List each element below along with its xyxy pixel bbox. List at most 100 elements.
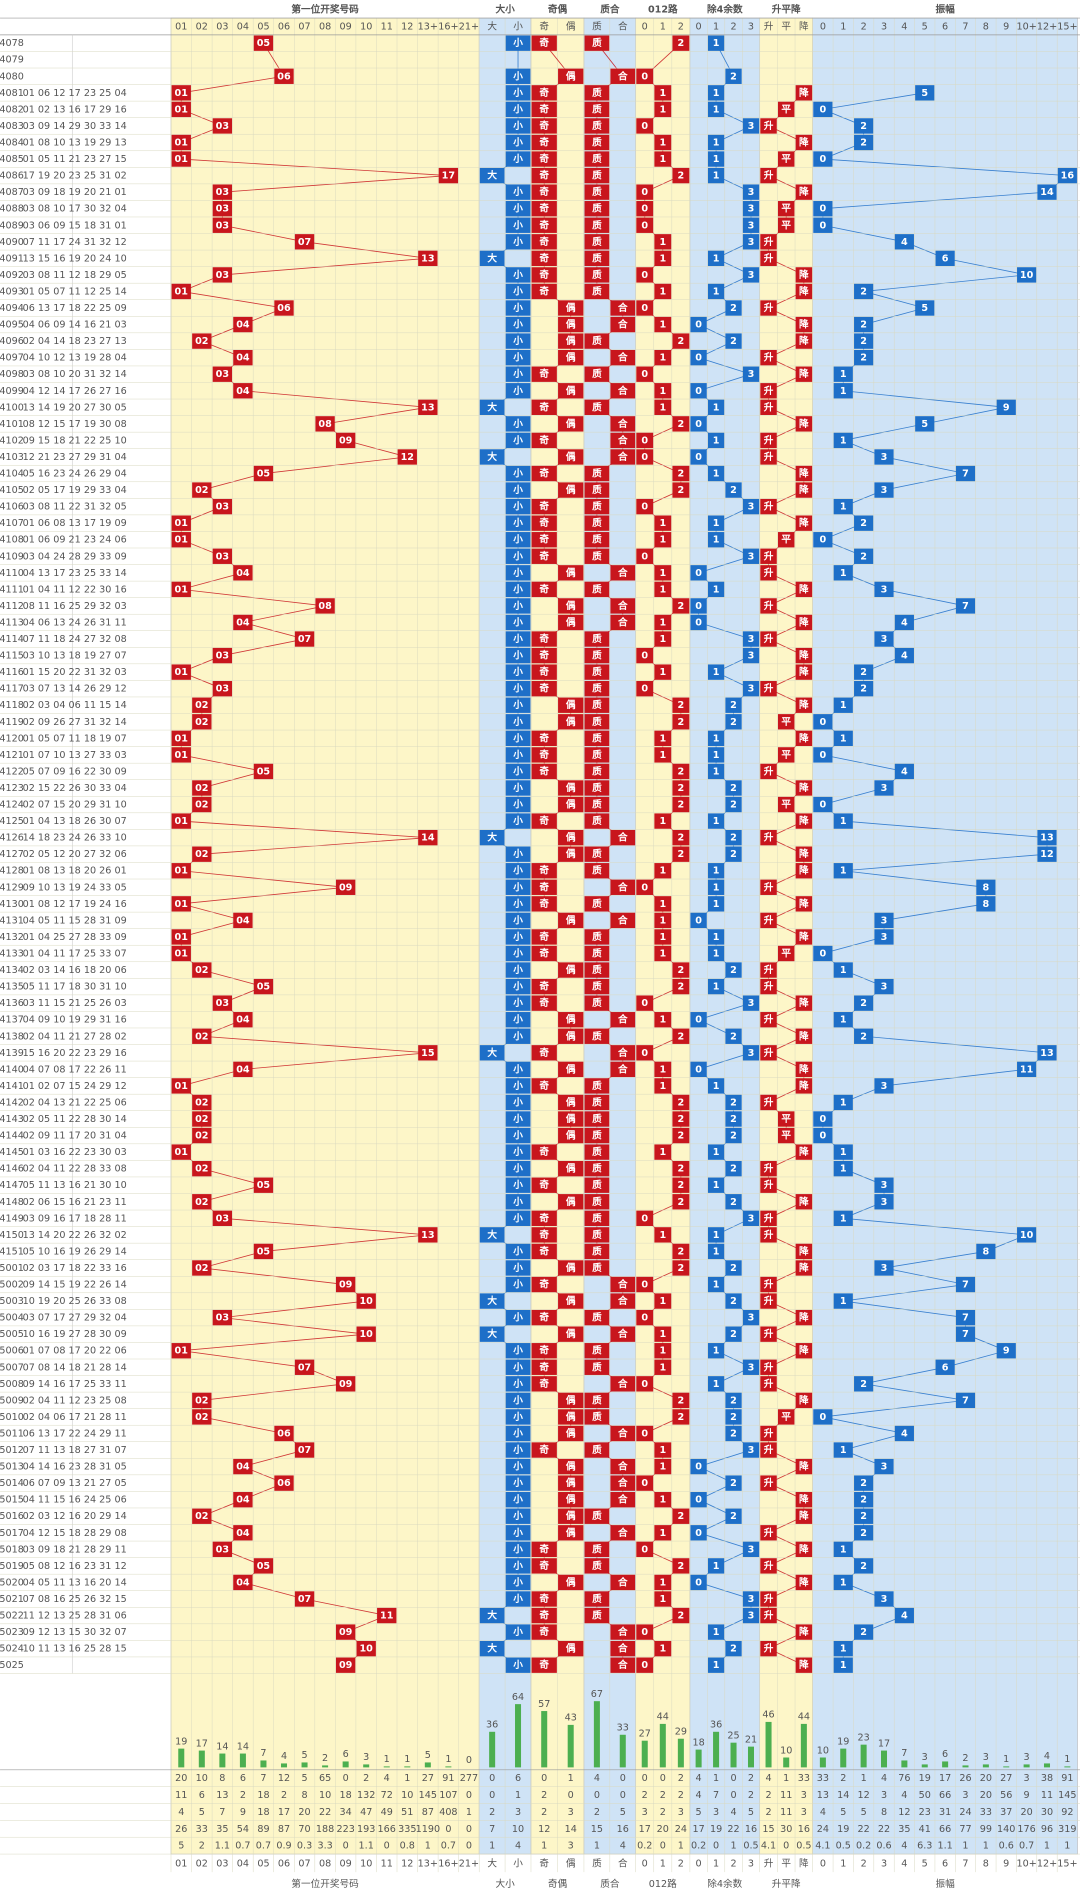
highlight-value: 3	[881, 783, 888, 794]
highlight	[760, 1425, 777, 1442]
highlight	[654, 383, 672, 399]
highlight-value: 1	[659, 1445, 666, 1456]
highlight	[874, 1078, 894, 1094]
highlight	[584, 366, 610, 382]
stat-value: 7	[219, 1807, 225, 1818]
highlight	[505, 134, 531, 151]
highlight-value: 0	[641, 551, 648, 562]
stat-value: 22	[858, 1824, 870, 1835]
highlight-value: 0	[641, 998, 648, 1009]
stat-value: 1	[489, 1841, 495, 1852]
stat-value: 13	[216, 1790, 228, 1801]
highlight	[760, 1376, 777, 1392]
highlight-value: 03	[216, 551, 229, 562]
highlight-value: 2	[730, 1428, 737, 1439]
highlight-value: 2	[860, 137, 867, 148]
highlight-value: 0	[641, 1660, 648, 1671]
highlight	[760, 565, 777, 581]
stat-value: 140	[997, 1824, 1015, 1835]
count-bar	[783, 1757, 790, 1768]
highlight	[505, 978, 531, 995]
column-label: 0	[696, 1859, 702, 1870]
highlight	[505, 614, 531, 631]
stat-value: 26	[175, 1824, 187, 1835]
stat-value: 17	[939, 1773, 951, 1784]
highlight	[315, 416, 335, 432]
highlight	[558, 565, 584, 581]
highlight	[192, 697, 212, 713]
highlight-value: 奇	[539, 732, 549, 744]
count-bar	[641, 1740, 648, 1768]
highlight	[777, 714, 795, 730]
count-bar	[178, 1748, 185, 1768]
draw-numbers: 01 07 08 17 20 22 06	[23, 1346, 127, 1357]
column-label: 1	[840, 1859, 846, 1870]
draw-numbers: 02 04 11 12 23 25 08	[23, 1395, 127, 1406]
highlight-value: 大	[487, 1610, 497, 1622]
stat-value: 91	[1061, 1773, 1073, 1784]
count-bar	[713, 1731, 720, 1768]
stat-value: 0.9	[276, 1841, 291, 1852]
highlight	[813, 151, 833, 167]
draw-numbers: 07 08 16 25 26 32 15	[23, 1594, 127, 1605]
highlight	[558, 1127, 584, 1144]
highlight	[212, 217, 233, 233]
group-title: 除4余数	[707, 4, 743, 16]
highlight-value: 小	[512, 236, 523, 248]
period: 2024106	[0, 502, 24, 513]
period: 2024151	[0, 1246, 24, 1257]
group-title: 第一位开奖号码	[291, 1878, 359, 1890]
highlight	[795, 1144, 813, 1160]
stat-value: 20	[1020, 1807, 1032, 1818]
period: 2024150	[0, 1230, 24, 1241]
highlight	[171, 515, 191, 531]
period: 2024097	[0, 353, 24, 364]
highlight-value: 0	[695, 386, 702, 397]
highlight-value: 0	[820, 154, 827, 165]
highlight-value: 1	[659, 286, 666, 297]
stat-value: 14	[837, 1790, 849, 1801]
highlight-value: 质	[592, 252, 602, 264]
draw-numbers: 02 05 11 22 28 30 14	[23, 1114, 127, 1125]
count-label: 19	[175, 1736, 187, 1747]
highlight	[531, 581, 557, 598]
stat-value: 2	[678, 1790, 684, 1801]
period: 2025017	[0, 1528, 24, 1539]
highlight-value: 小	[512, 1312, 523, 1324]
highlight	[874, 912, 894, 929]
highlight	[996, 1343, 1016, 1359]
draw-numbers: 01 02 07 15 24 29 12	[23, 1081, 127, 1092]
highlight	[707, 1243, 725, 1260]
highlight-value: 14	[1040, 187, 1054, 198]
highlight	[742, 118, 760, 134]
highlight	[760, 548, 777, 564]
highlight	[558, 697, 584, 713]
highlight	[192, 1392, 212, 1409]
highlight-value: 小	[512, 269, 523, 281]
highlight	[690, 449, 707, 465]
period: 2024111	[0, 584, 24, 595]
highlight	[654, 747, 672, 763]
highlight	[505, 813, 531, 829]
highlight	[505, 532, 531, 548]
highlight	[253, 35, 274, 51]
highlight	[505, 151, 531, 167]
stat-value: 2	[678, 1773, 684, 1784]
highlight	[654, 1061, 672, 1078]
highlight-value: 奇	[539, 981, 549, 993]
highlight-value: 小	[512, 1593, 523, 1605]
highlight	[558, 482, 584, 498]
highlight	[672, 780, 690, 796]
highlight	[672, 978, 690, 995]
highlight-value: 奇	[539, 1610, 549, 1622]
column-label: 8	[983, 21, 989, 32]
highlight-value: 平	[781, 750, 791, 761]
highlight-value: 04	[236, 1015, 250, 1026]
highlight	[505, 416, 531, 432]
highlight-value: 降	[799, 650, 809, 662]
highlight-value: 3	[881, 915, 888, 926]
highlight-value: 1	[659, 237, 666, 248]
highlight	[795, 482, 813, 498]
stat-value: 0	[620, 1773, 626, 1784]
